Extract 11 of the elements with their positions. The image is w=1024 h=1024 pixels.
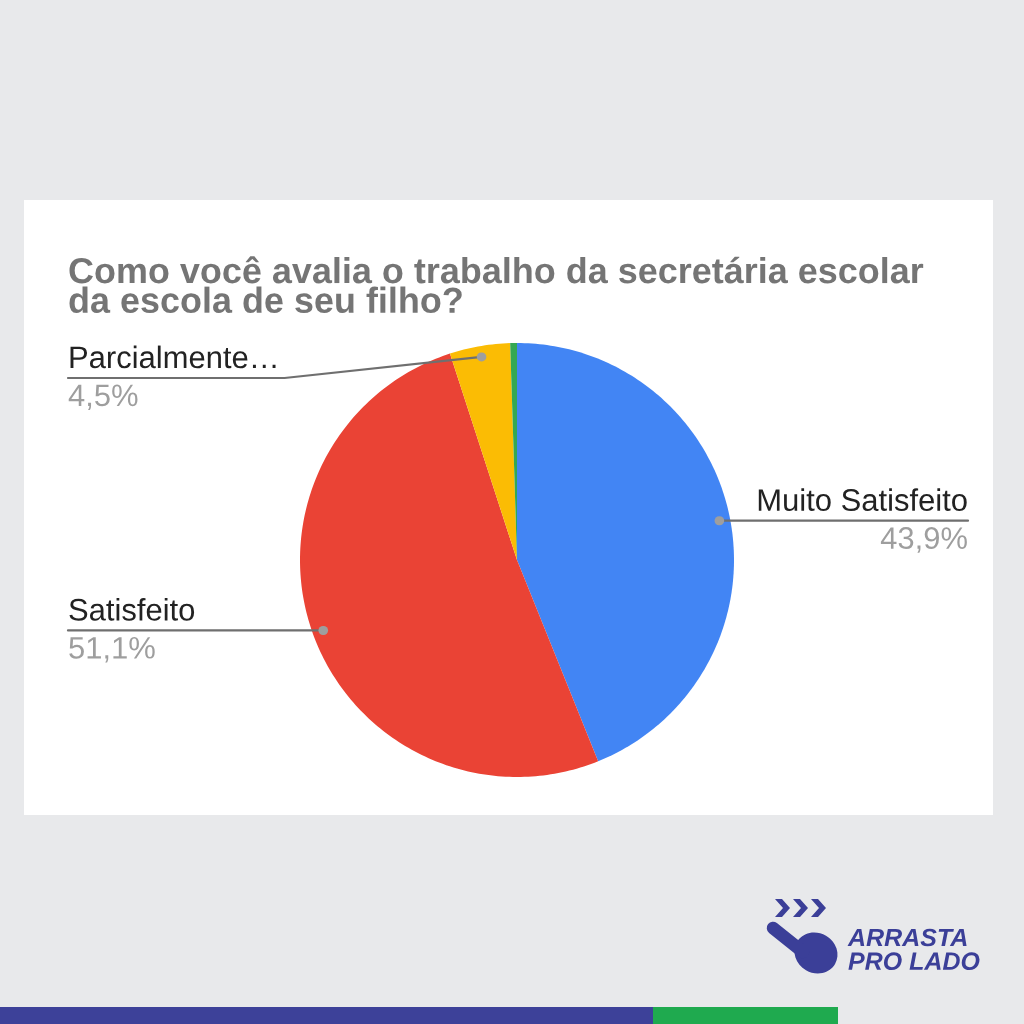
data-label: 4,5%	[68, 384, 138, 410]
data-label: 51,1%	[69, 636, 155, 663]
pie-slice	[517, 343, 734, 762]
slice-label: Parcialmente…	[70, 345, 276, 369]
text: ARRASTA PRO LADO	[847, 928, 980, 971]
pie-slice	[449, 343, 517, 560]
pie-slice	[300, 353, 599, 777]
chart-title: Como você avalia o trabalho da secretária escolar da escola de seu filho?	[69, 256, 924, 314]
slice-label: Muito Satisfeito	[758, 488, 967, 512]
data-label: 43,9%	[880, 527, 967, 553]
slice-label: Satisfeito	[69, 597, 195, 621]
